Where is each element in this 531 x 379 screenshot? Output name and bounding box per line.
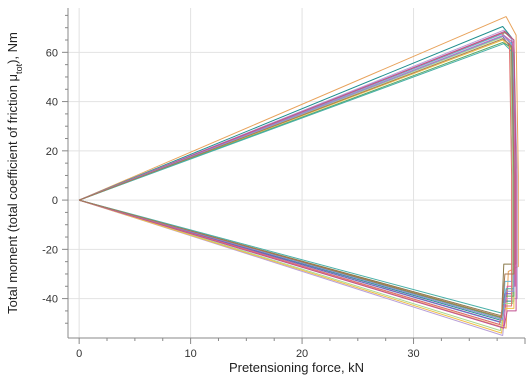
series-line-11 <box>78 43 515 314</box>
tick-labels: 0 10 20 30 -40 -20 0 20 40 60 <box>42 47 420 360</box>
series-line-9 <box>78 39 515 334</box>
series-group <box>78 16 519 336</box>
series-line-8 <box>78 37 514 332</box>
series-line-1 <box>78 16 519 329</box>
series-line-14 <box>78 35 515 320</box>
x-tick-label: 30 <box>407 348 419 360</box>
y-axis-label: Total moment (total coefficient of frict… <box>5 32 24 314</box>
y-tick-label: -20 <box>42 244 58 256</box>
y-tick-label: -40 <box>42 294 58 306</box>
series-line-12 <box>78 32 513 325</box>
series-line-13 <box>78 30 517 329</box>
y-axis-label-main: Total moment (total coefficient of frict… <box>5 74 20 314</box>
y-axis-label-unit: ), Nm <box>5 32 20 64</box>
y-tick-label: 40 <box>46 97 58 109</box>
x-tick-label: 10 <box>184 348 196 360</box>
series-line-3 <box>78 29 518 336</box>
x-axis-label: Pretensioning force, kN <box>229 360 364 375</box>
series-line-7 <box>78 35 514 323</box>
series-line-15 <box>78 38 515 318</box>
y-tick-label: 0 <box>52 195 58 207</box>
x-tick-label: 20 <box>296 348 308 360</box>
series-line-5 <box>78 33 516 324</box>
y-tick-label: 20 <box>46 146 58 158</box>
y-tick-label: 60 <box>46 47 58 59</box>
y-axis-label-subscript: tot <box>14 63 24 74</box>
axes <box>62 8 526 344</box>
series-line-6 <box>78 34 516 327</box>
x-tick-label: 0 <box>76 348 82 360</box>
series-line-10 <box>78 42 515 319</box>
